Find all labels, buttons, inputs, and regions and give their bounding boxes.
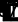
Text: 3.0mM DTT;: 3.0mM DTT; — [4, 0, 18, 14]
Text: Figure 2: Figure 2 — [0, 1, 18, 20]
Text: + Peroxide: + Peroxide — [11, 0, 18, 12]
Text: No DTT;: No DTT; — [4, 0, 18, 11]
Text: 1.5mM DTT;: 1.5mM DTT; — [4, 0, 18, 12]
Text: + Peroxide: + Peroxide — [11, 0, 18, 14]
Text: + Peroxide: + Peroxide — [11, 0, 18, 11]
